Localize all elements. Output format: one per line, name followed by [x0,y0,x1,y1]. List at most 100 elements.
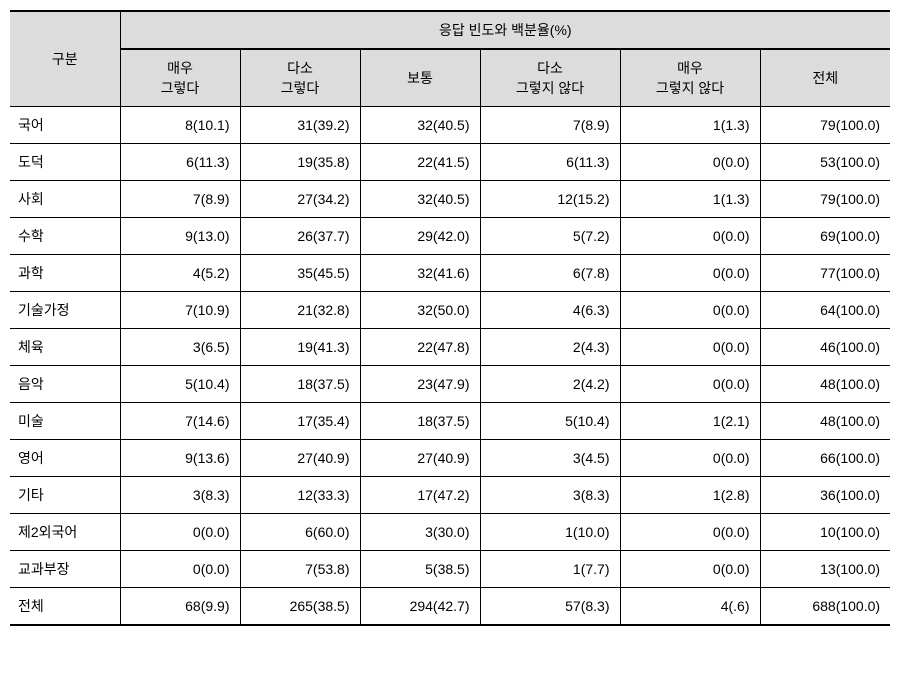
cell: 48(100.0) [760,366,890,403]
table-row: 전체68(9.9)265(38.5)294(42.7)57(8.3)4(.6)6… [10,588,890,626]
header-col-1: 다소 그렇다 [240,49,360,107]
cell: 2(4.2) [480,366,620,403]
cell: 22(47.8) [360,329,480,366]
row-label: 미술 [10,403,120,440]
cell: 9(13.0) [120,218,240,255]
header-col-5: 전체 [760,49,890,107]
table-row: 사회7(8.9)27(34.2)32(40.5)12(15.2)1(1.3)79… [10,181,890,218]
cell: 27(34.2) [240,181,360,218]
row-label: 사회 [10,181,120,218]
cell: 53(100.0) [760,144,890,181]
row-label: 국어 [10,107,120,144]
table-row: 과학4(5.2)35(45.5)32(41.6)6(7.8)0(0.0)77(1… [10,255,890,292]
table-row: 음악5(10.4)18(37.5)23(47.9)2(4.2)0(0.0)48(… [10,366,890,403]
cell: 22(41.5) [360,144,480,181]
row-label: 영어 [10,440,120,477]
cell: 0(0.0) [620,292,760,329]
cell: 5(7.2) [480,218,620,255]
table-header: 구분 응답 빈도와 백분율(%) 매우 그렇다 다소 그렇다 보통 다소 그렇지… [10,11,890,107]
cell: 4(6.3) [480,292,620,329]
row-label: 체육 [10,329,120,366]
cell: 27(40.9) [240,440,360,477]
row-label: 기술가정 [10,292,120,329]
header-col-3: 다소 그렇지 않다 [480,49,620,107]
cell: 48(100.0) [760,403,890,440]
cell: 18(37.5) [240,366,360,403]
header-col-4: 매우 그렇지 않다 [620,49,760,107]
cell: 4(.6) [620,588,760,626]
cell: 5(38.5) [360,551,480,588]
cell: 1(1.3) [620,107,760,144]
cell: 5(10.4) [480,403,620,440]
row-label: 기타 [10,477,120,514]
cell: 17(35.4) [240,403,360,440]
row-label: 수학 [10,218,120,255]
cell: 0(0.0) [620,255,760,292]
cell: 79(100.0) [760,107,890,144]
cell: 31(39.2) [240,107,360,144]
cell: 13(100.0) [760,551,890,588]
cell: 0(0.0) [620,551,760,588]
table-row: 제2외국어0(0.0)6(60.0)3(30.0)1(10.0)0(0.0)10… [10,514,890,551]
cell: 0(0.0) [620,144,760,181]
cell: 19(41.3) [240,329,360,366]
cell: 7(8.9) [120,181,240,218]
cell: 8(10.1) [120,107,240,144]
cell: 66(100.0) [760,440,890,477]
table-row: 기술가정7(10.9)21(32.8)32(50.0)4(6.3)0(0.0)6… [10,292,890,329]
cell: 7(14.6) [120,403,240,440]
cell: 23(47.9) [360,366,480,403]
table-row: 기타3(8.3)12(33.3)17(47.2)3(8.3)1(2.8)36(1… [10,477,890,514]
cell: 32(50.0) [360,292,480,329]
cell: 35(45.5) [240,255,360,292]
cell: 0(0.0) [620,440,760,477]
cell: 6(11.3) [480,144,620,181]
cell: 29(42.0) [360,218,480,255]
frequency-table: 구분 응답 빈도와 백분율(%) 매우 그렇다 다소 그렇다 보통 다소 그렇지… [10,10,890,626]
cell: 36(100.0) [760,477,890,514]
cell: 1(2.8) [620,477,760,514]
cell: 57(8.3) [480,588,620,626]
cell: 4(5.2) [120,255,240,292]
cell: 21(32.8) [240,292,360,329]
cell: 12(15.2) [480,181,620,218]
row-label: 음악 [10,366,120,403]
row-label: 과학 [10,255,120,292]
cell: 0(0.0) [620,366,760,403]
header-span: 응답 빈도와 백분율(%) [120,11,890,49]
cell: 7(10.9) [120,292,240,329]
table-row: 도덕6(11.3)19(35.8)22(41.5)6(11.3)0(0.0)53… [10,144,890,181]
header-col-2: 보통 [360,49,480,107]
cell: 79(100.0) [760,181,890,218]
cell: 69(100.0) [760,218,890,255]
cell: 64(100.0) [760,292,890,329]
cell: 2(4.3) [480,329,620,366]
header-corner: 구분 [10,11,120,107]
cell: 688(100.0) [760,588,890,626]
cell: 68(9.9) [120,588,240,626]
cell: 5(10.4) [120,366,240,403]
table-row: 영어9(13.6)27(40.9)27(40.9)3(4.5)0(0.0)66(… [10,440,890,477]
table-row: 체육3(6.5)19(41.3)22(47.8)2(4.3)0(0.0)46(1… [10,329,890,366]
cell: 3(4.5) [480,440,620,477]
cell: 7(53.8) [240,551,360,588]
cell: 1(1.3) [620,181,760,218]
cell: 17(47.2) [360,477,480,514]
cell: 1(7.7) [480,551,620,588]
cell: 9(13.6) [120,440,240,477]
cell: 294(42.7) [360,588,480,626]
cell: 10(100.0) [760,514,890,551]
cell: 1(10.0) [480,514,620,551]
row-label: 전체 [10,588,120,626]
cell: 3(8.3) [120,477,240,514]
cell: 32(41.6) [360,255,480,292]
table-row: 교과부장0(0.0)7(53.8)5(38.5)1(7.7)0(0.0)13(1… [10,551,890,588]
cell: 0(0.0) [120,514,240,551]
cell: 27(40.9) [360,440,480,477]
cell: 0(0.0) [620,514,760,551]
cell: 0(0.0) [620,218,760,255]
cell: 46(100.0) [760,329,890,366]
cell: 32(40.5) [360,107,480,144]
cell: 26(37.7) [240,218,360,255]
cell: 6(11.3) [120,144,240,181]
